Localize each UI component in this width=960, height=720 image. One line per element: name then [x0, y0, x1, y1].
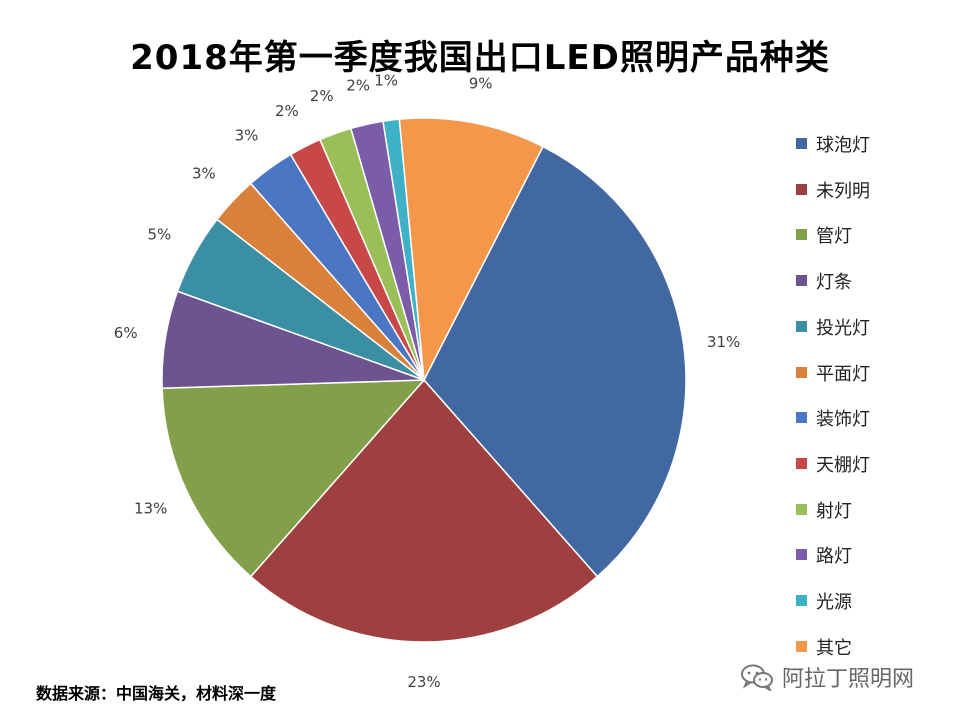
- pie-slice-11: [398, 117, 544, 383]
- legend-label: 未列明: [816, 180, 870, 202]
- legend-item-10: 光源: [796, 588, 926, 613]
- legend-swatch: [796, 640, 807, 652]
- slice-label-2: 13%: [134, 500, 167, 518]
- legend-swatch: [796, 412, 807, 424]
- legend-swatch: [796, 275, 807, 287]
- legend-item-2: 管灯: [796, 222, 926, 248]
- legend-label: 射灯: [816, 500, 852, 522]
- legend-swatch: [796, 595, 807, 606]
- watermark-text: 阿拉丁照明网: [782, 667, 915, 692]
- legend-item-5: 平面灯: [796, 360, 926, 385]
- slice-label-7: 2%: [275, 102, 299, 120]
- legend-swatch: [796, 320, 807, 332]
- legend-item-6: 装饰灯: [796, 405, 926, 431]
- slice-label-8: 2%: [310, 87, 334, 105]
- legend-swatch: [796, 183, 807, 195]
- legend-item-0: 球泡灯: [796, 131, 926, 156]
- slice-label-3: 6%: [114, 324, 138, 342]
- legend-item-3: 灯条: [796, 268, 926, 294]
- legend-label: 其它: [816, 637, 852, 659]
- slice-label-10: 1%: [374, 71, 398, 89]
- legend-label: 灯条: [816, 272, 852, 294]
- legend-label: 光源: [816, 592, 852, 613]
- legend-swatch: [796, 366, 807, 378]
- legend-label: 天棚灯: [816, 454, 870, 476]
- slice-label-6: 3%: [235, 127, 259, 145]
- legend-label: 投光灯: [816, 317, 870, 339]
- legend-item-9: 路灯: [796, 542, 926, 568]
- legend-label: 路灯: [816, 546, 852, 568]
- legend-swatch: [796, 503, 807, 515]
- legend-swatch: [796, 138, 807, 149]
- chart-title: 2018年第一季度我国出口LED照明产品种类: [130, 38, 830, 78]
- legend-label: 平面灯: [816, 363, 870, 385]
- pie-slice-0: [423, 145, 687, 578]
- legend-label: 管灯: [816, 226, 852, 248]
- slice-label-5: 3%: [192, 164, 216, 182]
- pie-slice-1: [249, 378, 599, 643]
- legend-item-11: 其它: [796, 634, 926, 659]
- data-source-note: 数据来源：中国海关，材料深一度: [36, 684, 277, 703]
- pie-slice-2: [161, 379, 426, 578]
- legend-label: 装饰灯: [816, 409, 870, 431]
- wechat-icon: [741, 664, 773, 691]
- slice-label-1: 23%: [407, 673, 440, 691]
- legend-item-1: 未列明: [796, 177, 926, 202]
- slice-label-0: 31%: [707, 333, 740, 351]
- legend-label: 球泡灯: [816, 135, 870, 156]
- legend-swatch: [796, 457, 807, 469]
- slice-label-4: 5%: [148, 226, 172, 244]
- legend-item-4: 投光灯: [796, 314, 926, 339]
- legend-swatch: [796, 549, 807, 561]
- slice-label-11: 9%: [469, 74, 493, 92]
- watermark: 阿拉丁照明网: [740, 662, 914, 692]
- legend-item-7: 天棚灯: [796, 451, 926, 476]
- legend-item-8: 射灯: [796, 497, 926, 522]
- legend-swatch: [796, 229, 807, 241]
- slice-label-9: 2%: [346, 76, 370, 94]
